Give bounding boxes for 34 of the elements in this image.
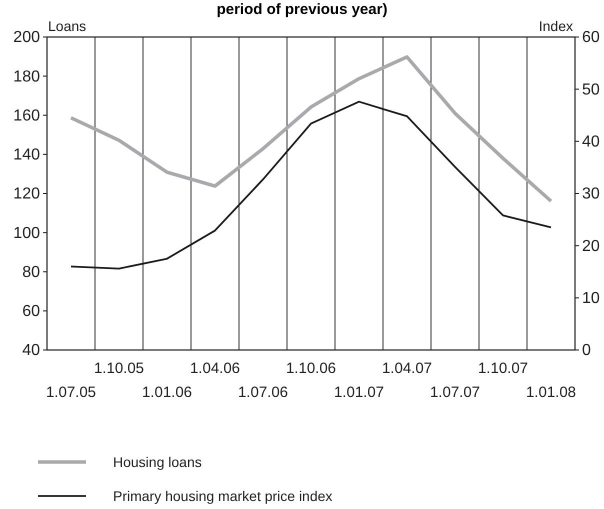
x-tick-label: 1.04.06 xyxy=(190,360,240,377)
x-tick-label: 1.10.07 xyxy=(478,360,528,377)
y2-tick-label: 10 xyxy=(582,290,600,307)
x-tick-label: 1.01.07 xyxy=(334,384,384,401)
y2-tick-label: 40 xyxy=(582,133,600,150)
y2-tick-label: 20 xyxy=(582,238,600,255)
y-tick-label: 180 xyxy=(13,68,40,86)
x-tick-label: 1.07.06 xyxy=(238,384,288,401)
y-tick-label: 160 xyxy=(13,107,40,124)
y2-tick-label: 0 xyxy=(582,342,591,360)
legend-label: Primary housing market price index xyxy=(113,488,332,504)
y-axis-title: Loans xyxy=(48,18,86,34)
line-series xyxy=(69,55,553,203)
y-tick-label: 40 xyxy=(22,342,40,360)
y2-tick-label: 30 xyxy=(582,186,600,203)
x-tick-label: 1.04.07 xyxy=(382,360,432,377)
y2-tick-label: 60 xyxy=(582,29,600,46)
x-tick-label: 1.01.08 xyxy=(526,384,576,401)
y-tick-label: 120 xyxy=(13,186,40,203)
y-tick-label: 60 xyxy=(22,302,40,320)
y-tick-label: 100 xyxy=(13,224,40,242)
chart-title: period of previous year) xyxy=(216,1,388,18)
y-tick-label: 140 xyxy=(13,146,40,164)
line-series xyxy=(70,100,552,270)
y-tick-label: 200 xyxy=(13,29,40,46)
x-tick-label: 1.10.06 xyxy=(286,360,336,377)
y2-axis-title: Index xyxy=(538,18,573,34)
y2-tick-label: 50 xyxy=(582,81,600,98)
x-tick-label: 1.07.05 xyxy=(46,384,96,401)
x-tick-label: 1.10.05 xyxy=(94,360,144,377)
y-tick-label: 80 xyxy=(22,264,40,281)
x-tick-label: 1.01.06 xyxy=(142,384,192,401)
legend-label: Housing loans xyxy=(113,454,202,470)
x-tick-label: 1.07.07 xyxy=(430,384,480,401)
